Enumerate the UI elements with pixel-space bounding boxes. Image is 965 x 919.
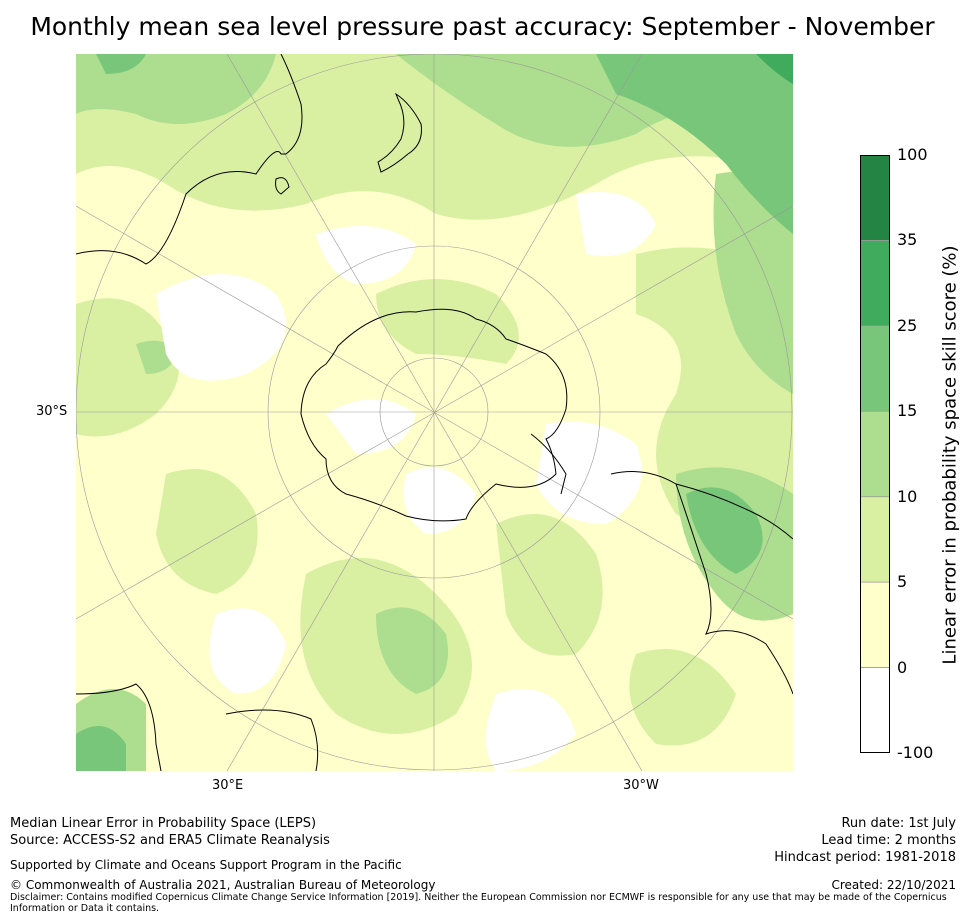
colorbar-tick-label: 35 <box>897 230 918 250</box>
hindcast-period: Hindcast period: 1981-2018 <box>774 850 956 865</box>
colorbar-bin <box>860 496 890 583</box>
lead-time: Lead time: 2 months <box>821 833 956 848</box>
parallel-label-30s: 30°S <box>36 404 68 419</box>
colorbar-border <box>860 155 890 753</box>
run-date: Run date: 1st July <box>841 816 956 831</box>
new-zealand-coast <box>377 92 422 173</box>
colorbar-tick-label: 0 <box>897 657 908 677</box>
colorbar-tick-label: 25 <box>897 315 918 335</box>
colorbar-tick-label: 5 <box>897 572 908 592</box>
colorbar-bin <box>860 582 890 668</box>
colorbar-bin <box>860 411 890 497</box>
colorbar-tick-label: 10 <box>897 486 918 506</box>
source-label: Source: ACCESS-S2 and ERA5 Climate Reana… <box>10 833 330 848</box>
colorbar-bin <box>860 155 890 241</box>
skill-negative-regions <box>156 192 656 771</box>
colorbar-bin <box>860 325 890 412</box>
coastlines <box>76 54 793 771</box>
copyright-label: © Commonwealth of Australia 2021, Austra… <box>10 878 436 892</box>
antarctic-peninsula-coast <box>530 433 567 495</box>
tasmania-coast <box>275 177 290 195</box>
colorbar-tick-label: -100 <box>897 743 934 762</box>
antarctica-coast <box>300 308 568 522</box>
meridian-label-30e: 30°E <box>212 778 244 793</box>
support-label: Supported by Climate and Oceans Support … <box>10 858 402 872</box>
created-date: Created: 22/10/2021 <box>831 878 956 892</box>
graticule <box>76 54 793 771</box>
skill-15-25-regions <box>76 54 793 771</box>
disclaimer-text: Disclaimer: Contains modified Copernicus… <box>10 892 947 914</box>
colorbar-tick-label: 15 <box>897 401 918 421</box>
skill-25-35-regions <box>756 54 793 84</box>
colorbar <box>860 155 890 753</box>
colorbar-tick-label: 100 <box>897 145 928 164</box>
australia-coast <box>76 54 303 265</box>
meridian-label-30w: 30°W <box>623 778 659 793</box>
africa-coast <box>76 683 162 771</box>
skill-score-map <box>76 54 793 771</box>
colorbar-bin <box>860 667 890 753</box>
colorbar-bin <box>860 240 890 326</box>
leps-label: Median Linear Error in Probability Space… <box>10 816 317 831</box>
page-title: Monthly mean sea level pressure past acc… <box>30 12 935 41</box>
colorbar-label: Linear error in probability space skill … <box>939 245 961 665</box>
south-america-coast <box>610 471 793 695</box>
africa-east-coast <box>225 709 319 771</box>
